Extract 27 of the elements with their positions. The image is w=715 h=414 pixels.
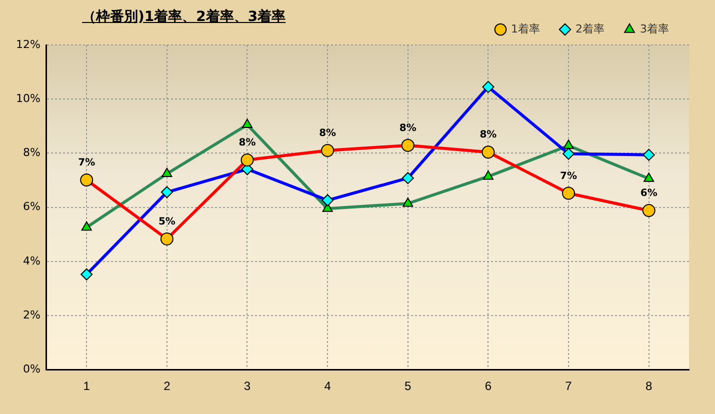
x-tick-label: 2 xyxy=(164,379,171,394)
y-tick-label: 0% xyxy=(22,362,40,376)
data-label: 8% xyxy=(480,130,497,141)
x-tick-label: 3 xyxy=(244,379,251,394)
data-label: 8% xyxy=(319,128,336,140)
x-tick-label: 5 xyxy=(404,379,412,394)
data-label: 7% xyxy=(78,158,96,169)
x-tick-label: 8 xyxy=(645,379,652,394)
data-label: 8% xyxy=(399,122,416,134)
x-tick-label: 6 xyxy=(484,379,492,394)
legend-label: 2着率 xyxy=(576,22,605,36)
data-label: 7% xyxy=(560,170,578,182)
data-label: 5% xyxy=(158,216,176,228)
legend-label: 3着率 xyxy=(640,22,669,36)
legend-label: 1着率 xyxy=(511,22,540,36)
y-tick-label: 10% xyxy=(16,92,40,105)
y-tick-label: 2% xyxy=(22,308,40,322)
chart-title: （枠番別)1着率、2着率、3着率 xyxy=(82,8,286,26)
x-tick-label: 7 xyxy=(565,379,572,394)
data-label: 6% xyxy=(640,188,658,200)
x-tick-label: 1 xyxy=(83,379,90,394)
x-tick-label: 4 xyxy=(324,379,332,394)
data-label: 8% xyxy=(238,138,256,149)
y-tick-label: 6% xyxy=(22,200,40,214)
y-tick-label: 12% xyxy=(16,38,40,51)
y-tick-label: 8% xyxy=(22,146,40,160)
y-tick-label: 4% xyxy=(22,254,40,268)
